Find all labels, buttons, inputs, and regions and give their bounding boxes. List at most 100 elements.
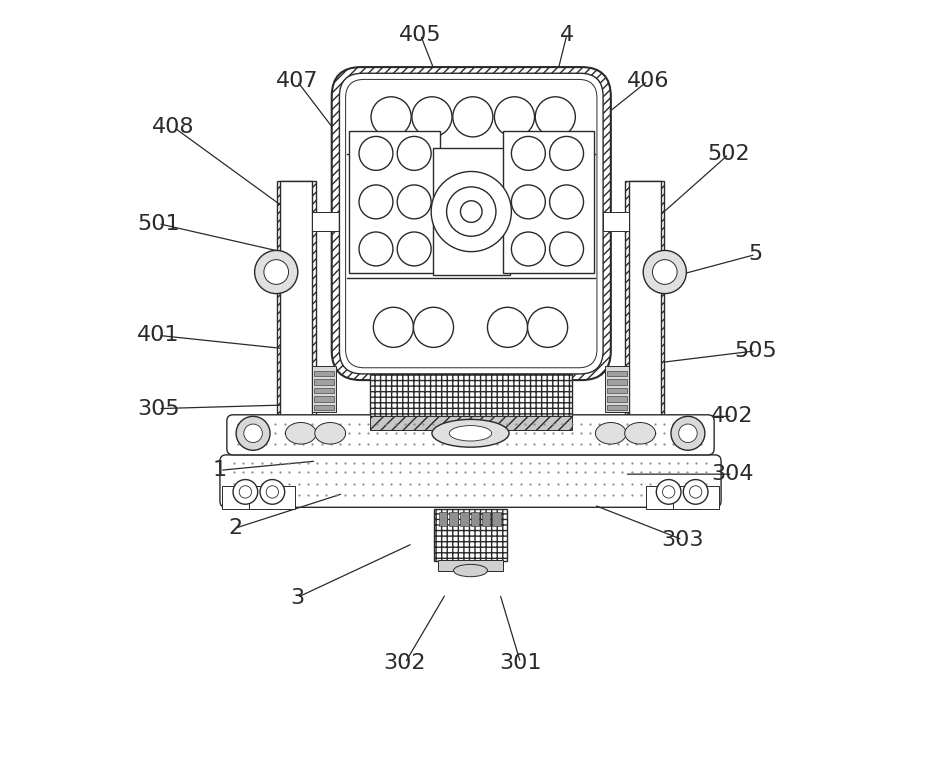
Bar (607, 388, 627, 393)
Bar (277, 181, 315, 420)
Bar (370, 416, 572, 430)
Bar (603, 212, 629, 231)
Bar (280, 181, 312, 416)
Text: 401: 401 (137, 325, 180, 345)
Circle shape (233, 480, 258, 504)
Circle shape (690, 486, 702, 498)
Text: 301: 301 (500, 653, 542, 673)
Circle shape (397, 136, 431, 170)
Circle shape (460, 200, 482, 222)
Text: 402: 402 (711, 406, 754, 426)
Text: 502: 502 (708, 144, 750, 164)
Ellipse shape (596, 423, 627, 444)
Circle shape (359, 232, 393, 266)
Circle shape (550, 136, 583, 170)
Text: 406: 406 (627, 71, 669, 91)
Ellipse shape (625, 423, 656, 444)
Circle shape (528, 308, 567, 348)
Text: 2: 2 (229, 518, 243, 538)
Bar (605, 366, 629, 412)
Ellipse shape (449, 426, 492, 441)
Bar (482, 512, 490, 526)
Circle shape (535, 97, 575, 137)
Ellipse shape (285, 423, 316, 444)
Bar (370, 374, 572, 416)
FancyBboxPatch shape (220, 455, 721, 507)
Circle shape (239, 486, 251, 498)
Ellipse shape (432, 419, 509, 447)
Circle shape (678, 424, 697, 443)
Bar (439, 512, 447, 526)
Bar (502, 130, 594, 273)
Circle shape (550, 232, 583, 266)
Bar (607, 396, 627, 402)
Circle shape (447, 187, 496, 236)
Circle shape (397, 185, 431, 219)
Bar (607, 405, 627, 410)
Circle shape (371, 97, 411, 137)
Circle shape (412, 97, 452, 137)
Circle shape (511, 232, 546, 266)
Circle shape (260, 480, 285, 504)
Bar (312, 366, 336, 412)
Bar (349, 130, 439, 273)
Bar (222, 486, 268, 509)
Text: 408: 408 (152, 117, 195, 137)
Text: 407: 407 (276, 71, 318, 91)
Bar (629, 181, 661, 416)
Circle shape (244, 424, 263, 443)
Bar (449, 512, 457, 526)
Text: 501: 501 (137, 214, 180, 234)
Bar (607, 371, 627, 376)
FancyBboxPatch shape (227, 415, 714, 455)
Bar (626, 181, 664, 420)
Text: 302: 302 (384, 653, 426, 673)
Circle shape (494, 97, 534, 137)
Text: 304: 304 (711, 464, 754, 484)
Circle shape (656, 480, 681, 504)
Text: 303: 303 (662, 530, 704, 550)
FancyBboxPatch shape (332, 67, 611, 380)
Text: 305: 305 (137, 399, 180, 419)
Bar (438, 560, 503, 571)
Circle shape (359, 185, 393, 219)
Circle shape (359, 136, 393, 170)
Text: 3: 3 (290, 588, 304, 608)
Circle shape (263, 260, 289, 284)
Circle shape (511, 185, 546, 219)
Bar (646, 486, 692, 509)
Circle shape (413, 308, 454, 348)
Bar (314, 396, 334, 402)
Circle shape (266, 486, 279, 498)
Circle shape (236, 416, 270, 450)
Text: 405: 405 (399, 25, 441, 45)
Text: 505: 505 (734, 341, 777, 361)
Bar (314, 405, 334, 410)
Ellipse shape (454, 564, 487, 577)
FancyBboxPatch shape (345, 79, 597, 368)
Bar (314, 379, 334, 385)
Circle shape (511, 136, 546, 170)
Bar (434, 509, 507, 561)
Text: 1: 1 (213, 460, 227, 480)
Bar (314, 388, 334, 393)
Bar (312, 212, 340, 231)
Circle shape (550, 185, 583, 219)
Bar (314, 371, 334, 376)
Bar (470, 512, 479, 526)
FancyBboxPatch shape (340, 73, 603, 374)
Circle shape (397, 232, 431, 266)
Circle shape (652, 260, 678, 284)
Circle shape (453, 97, 493, 137)
Text: 5: 5 (749, 244, 763, 264)
Ellipse shape (314, 423, 345, 444)
Circle shape (671, 416, 705, 450)
Circle shape (255, 251, 297, 294)
Bar (492, 512, 501, 526)
Circle shape (374, 308, 413, 348)
Bar (673, 486, 719, 509)
Bar (607, 379, 627, 385)
Circle shape (683, 480, 708, 504)
Circle shape (662, 486, 675, 498)
Bar (433, 148, 510, 275)
